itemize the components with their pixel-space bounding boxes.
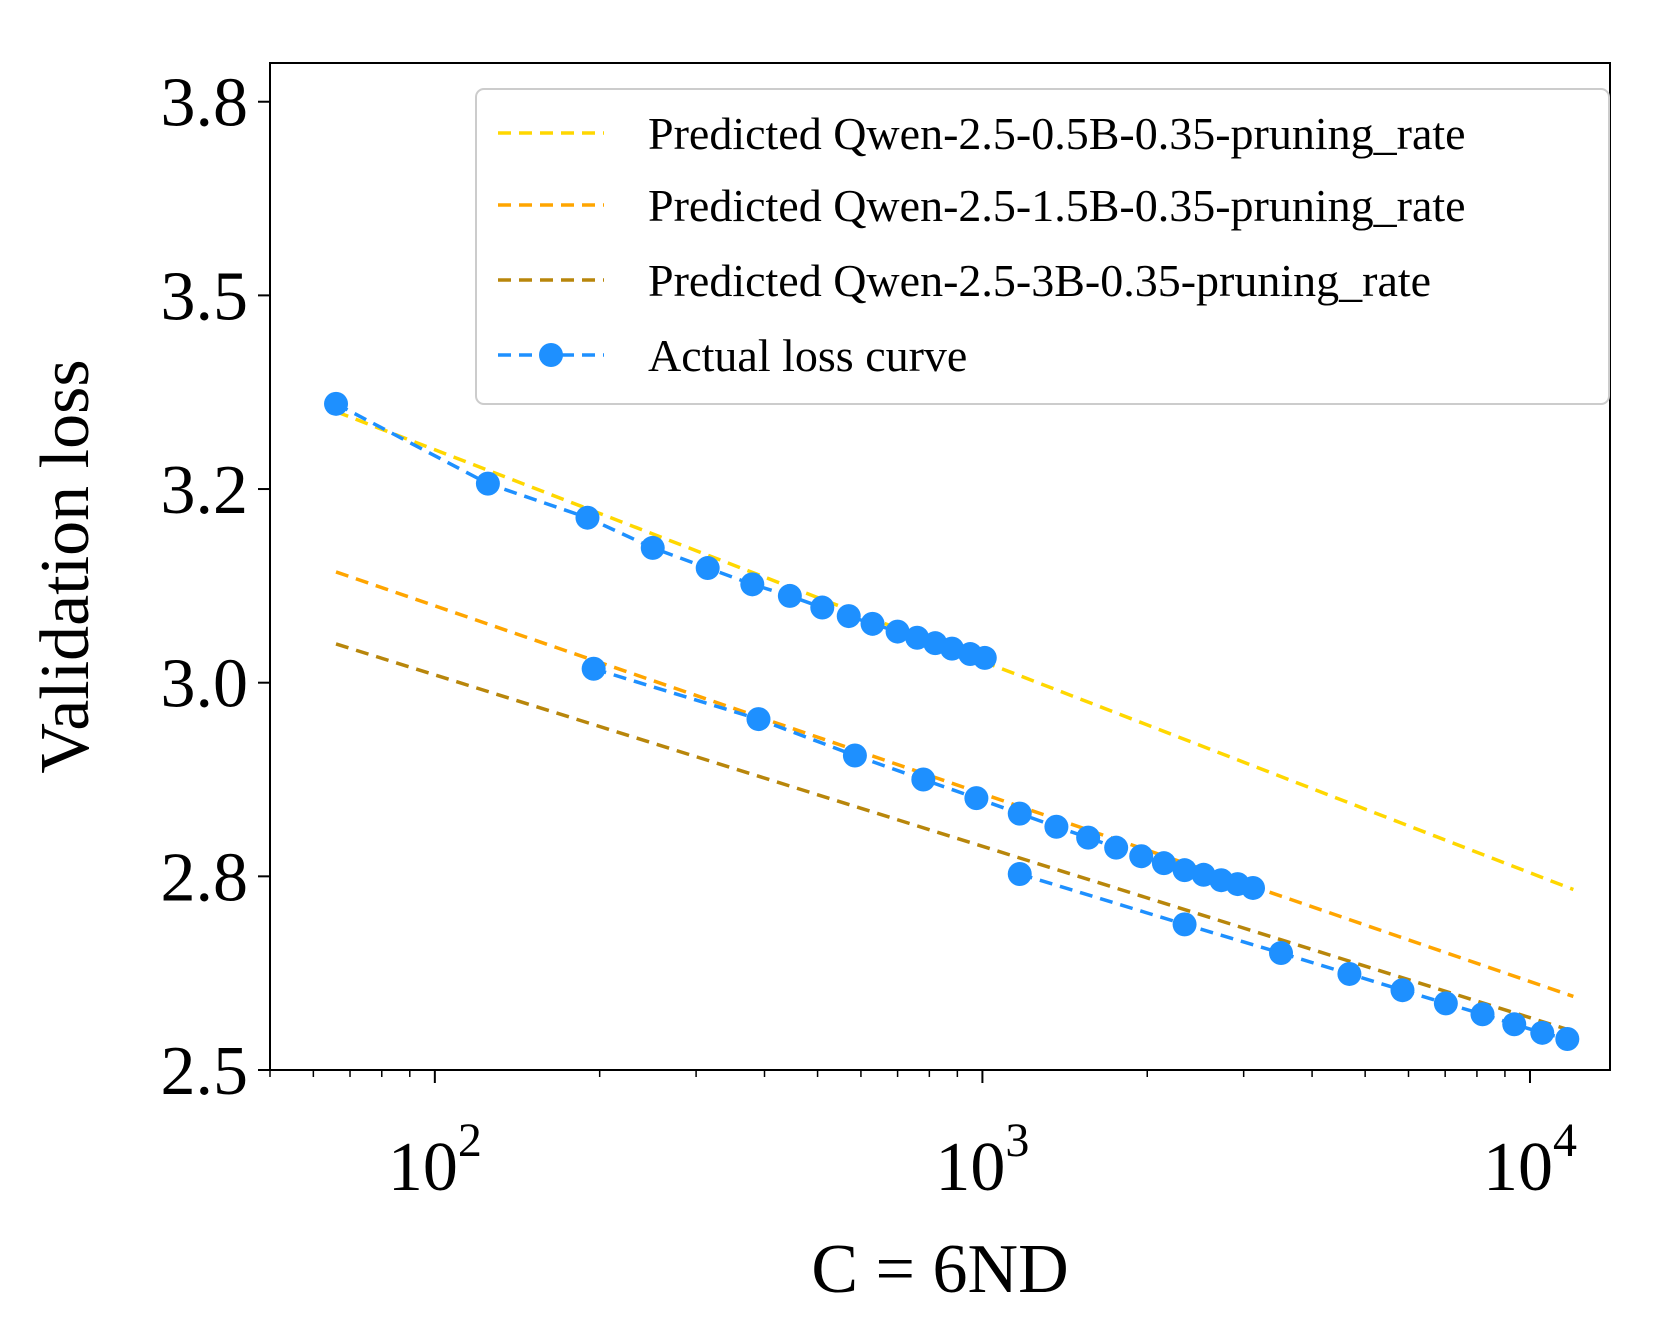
- legend-swatch-marker: [539, 343, 563, 367]
- legend-entry-label: Actual loss curve: [648, 330, 967, 381]
- actual-data-point: [885, 619, 910, 644]
- actual-data-point: [964, 786, 989, 811]
- x-axis-label: C = 6ND: [811, 1231, 1068, 1308]
- actual-data-point: [1044, 814, 1069, 839]
- actual-data-point: [836, 604, 861, 629]
- actual-data-point: [1104, 835, 1129, 860]
- actual-data-point: [810, 595, 835, 620]
- actual-data-point: [1172, 912, 1197, 937]
- x-tick-label: 104: [1483, 1114, 1577, 1206]
- axes-frame: [269, 62, 1611, 1071]
- actual-data-point: [581, 656, 606, 681]
- actual-data-point: [911, 767, 936, 792]
- actual-data-point: [1502, 1012, 1527, 1037]
- actual-data-point: [740, 572, 765, 597]
- x-tick-label: 102: [388, 1114, 482, 1206]
- actual-data-point: [1433, 991, 1458, 1016]
- x-axis-ticks: 102 103 104: [269, 1070, 1577, 1206]
- actual-data-point: [1172, 858, 1197, 883]
- actual-data-point: [1390, 978, 1415, 1003]
- y-tick-label: 3.0: [161, 646, 249, 723]
- actual-data-point: [860, 611, 885, 636]
- actual-data-point: [905, 625, 930, 650]
- y-tick-label: 3.5: [161, 258, 249, 335]
- legend-entry-label: Predicted Qwen-2.5-0.5B-0.35-pruning_rat…: [648, 108, 1466, 159]
- actual-data-point: [1269, 941, 1294, 966]
- y-tick-label: 3.2: [161, 452, 249, 529]
- y-axis-label: Validation loss: [27, 359, 104, 773]
- actual-data-point: [746, 707, 771, 732]
- predicted-line-2: [335, 642, 1574, 1033]
- actual-data-point: [475, 471, 500, 496]
- actual-data-point: [695, 556, 720, 581]
- actual-data-point: [1555, 1027, 1580, 1052]
- actual-data-point: [1076, 825, 1101, 850]
- y-tick-label: 3.8: [161, 65, 249, 142]
- y-axis-ticks: 2.5 2.8 3.0 3.2 3.5 3.8: [161, 65, 270, 1110]
- actual-data-point: [1129, 844, 1154, 869]
- plot-area: 2.5 2.8 3.0 3.2 3.5 3.8 102 103 104: [161, 62, 1611, 1206]
- actual-data-point: [940, 636, 965, 661]
- actual-data-point: [324, 391, 349, 416]
- actual-curve-line-2: [1019, 872, 1568, 1041]
- legend: Predicted Qwen-2.5-0.5B-0.35-pruning_rat…: [475, 88, 1610, 405]
- actual-data-point: [1007, 862, 1032, 887]
- y-tick-label: 2.5: [161, 1033, 249, 1110]
- actual-data-point: [1151, 851, 1176, 876]
- actual-data-point: [1530, 1020, 1555, 1045]
- actual-data-point: [640, 535, 665, 560]
- series-layer: [324, 391, 1580, 1052]
- legend-entry-label: Predicted Qwen-2.5-3B-0.35-pruning_rate: [648, 255, 1431, 306]
- legend-entry-label: Predicted Qwen-2.5-1.5B-0.35-pruning_rat…: [648, 180, 1466, 231]
- actual-data-point: [1470, 1002, 1495, 1027]
- predicted-line-1: [335, 570, 1574, 999]
- actual-data-point: [1240, 875, 1265, 900]
- actual-data-point: [1007, 801, 1032, 826]
- actual-data-point: [777, 583, 802, 608]
- y-tick-label: 2.8: [161, 839, 249, 916]
- x-tick-label: 103: [935, 1114, 1029, 1206]
- legend-box: [475, 88, 1610, 405]
- actual-data-point: [575, 505, 600, 530]
- actual-data-point: [842, 743, 867, 768]
- actual-data-point: [1337, 961, 1362, 986]
- actual-data-point: [972, 645, 997, 670]
